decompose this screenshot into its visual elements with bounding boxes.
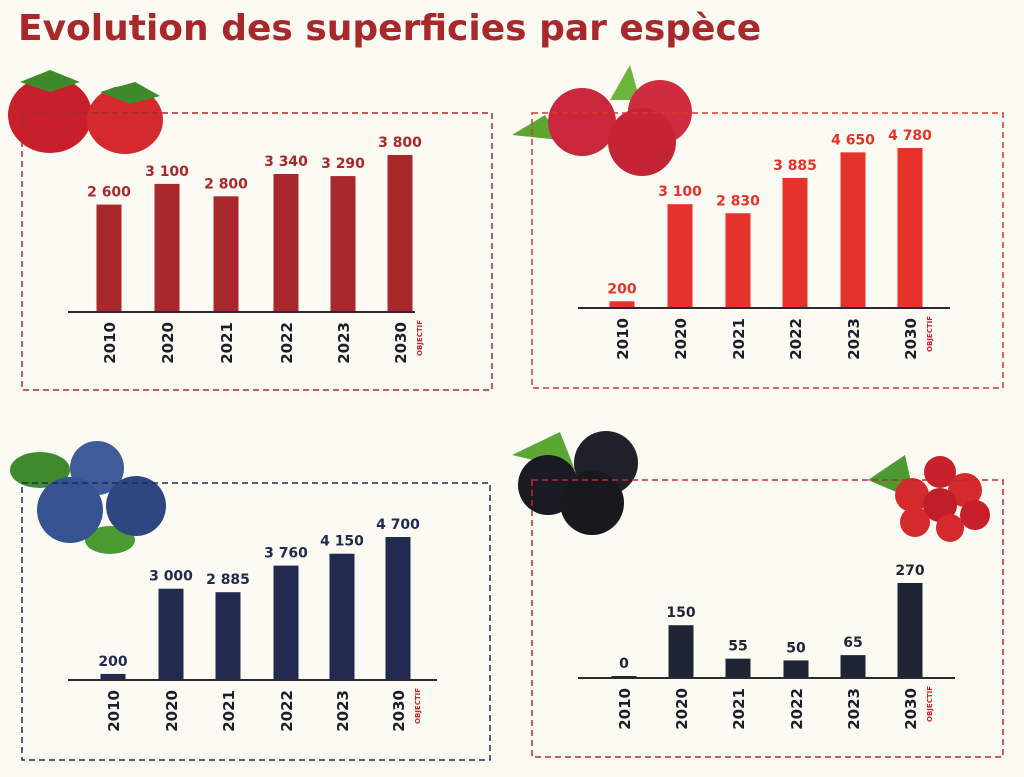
value-label: 270 <box>895 563 924 579</box>
value-label: 200 <box>607 281 636 297</box>
bar-chart: 200 2010 3 000 2020 2 885 2021 3 760 2022 4 150 2… <box>21 482 491 761</box>
value-label: 65 <box>843 635 862 651</box>
bar <box>100 673 126 680</box>
value-label: 4 150 <box>320 534 364 550</box>
x-tick-label: 2020 <box>672 318 690 360</box>
x-tick-label: 2010 <box>614 318 632 360</box>
value-label: 4 700 <box>376 517 420 533</box>
bar <box>782 177 808 308</box>
bar <box>330 176 356 312</box>
blackberries <box>512 431 638 535</box>
bar <box>609 301 635 308</box>
bar <box>273 565 299 680</box>
x-tick-label: 2023 <box>334 690 352 732</box>
x-tick-label: 2023 <box>845 318 863 360</box>
value-label: 2 600 <box>87 185 131 201</box>
annotation: OBJECTIF <box>416 320 424 356</box>
value-label: 2 830 <box>716 193 760 209</box>
x-tick-label: 2020 <box>163 690 181 732</box>
bar <box>154 183 180 312</box>
x-tick-label: 2021 <box>730 318 748 360</box>
bar-chart: 0 2010 150 2020 55 2021 50 2022 65 2023 270 2030 OBJ… <box>531 479 1004 758</box>
x-tick-label: 2020 <box>673 688 691 730</box>
bar <box>725 213 751 308</box>
annotation: OBJECTIF <box>926 316 934 352</box>
value-label: 3 290 <box>321 156 365 172</box>
bar <box>213 196 239 312</box>
x-tick-label: 2030 <box>390 690 408 732</box>
annotation: OBJECTIF <box>926 686 934 722</box>
x-tick-label: 2020 <box>159 322 177 364</box>
bar <box>725 658 751 678</box>
bar <box>897 583 923 678</box>
bar <box>215 592 241 680</box>
bar <box>840 655 866 678</box>
bar <box>840 152 866 308</box>
x-tick-label: 2030 <box>392 322 410 364</box>
redcurrants <box>868 455 990 542</box>
annotation: OBJECTIF <box>414 688 422 724</box>
value-label: 2 800 <box>204 176 248 192</box>
bar-chart: 200 2010 3 100 2020 2 830 2021 3 885 2022 4 650 2… <box>531 112 1004 389</box>
value-label: 3 100 <box>145 164 189 180</box>
bar <box>329 553 355 680</box>
value-label: 0 <box>619 656 629 672</box>
chart-frame <box>531 112 1004 389</box>
value-label: 3 100 <box>658 184 702 200</box>
x-tick-label: 2010 <box>105 690 123 732</box>
value-label: 2 885 <box>206 572 250 588</box>
x-tick-label: 2021 <box>218 322 236 364</box>
x-tick-label: 2030 <box>902 688 920 730</box>
value-label: 200 <box>98 654 127 670</box>
chart-frame <box>531 479 1004 758</box>
bar <box>96 204 122 312</box>
x-tick-label: 2023 <box>335 322 353 364</box>
bar <box>783 660 809 678</box>
x-tick-label: 2022 <box>278 322 296 364</box>
x-tick-label: 2021 <box>730 688 748 730</box>
value-label: 3 000 <box>149 569 193 585</box>
value-label: 4 650 <box>831 132 875 148</box>
page-title: Evolution des superficies par espèce <box>18 8 761 49</box>
value-label: 150 <box>666 605 695 621</box>
blueberries <box>10 441 166 554</box>
value-label: 4 780 <box>888 128 932 144</box>
bar <box>158 588 184 680</box>
bar <box>385 537 411 680</box>
value-label: 3 340 <box>264 154 308 170</box>
value-label: 3 760 <box>264 546 308 562</box>
bar <box>668 625 694 678</box>
x-tick-label: 2023 <box>845 688 863 730</box>
x-tick-label: 2022 <box>278 690 296 732</box>
x-tick-label: 2022 <box>787 318 805 360</box>
x-tick-label: 2021 <box>220 690 238 732</box>
value-label: 50 <box>786 640 806 656</box>
raspberries <box>512 65 692 176</box>
bar <box>667 204 693 308</box>
chart-frame <box>21 112 493 391</box>
strawberries <box>8 70 163 154</box>
chart-frame <box>21 482 491 761</box>
value-label: 3 800 <box>378 135 422 151</box>
x-tick-label: 2030 <box>902 318 920 360</box>
bar <box>897 148 923 308</box>
bar-chart: 2 600 2010 3 100 2020 2 800 2021 3 340 2022 3 29… <box>21 112 493 391</box>
bar <box>387 155 413 312</box>
x-tick-label: 2010 <box>616 688 634 730</box>
value-label: 55 <box>728 639 747 655</box>
bar <box>273 174 299 312</box>
x-tick-label: 2022 <box>788 688 806 730</box>
x-tick-label: 2010 <box>101 322 119 364</box>
value-label: 3 885 <box>773 158 817 174</box>
